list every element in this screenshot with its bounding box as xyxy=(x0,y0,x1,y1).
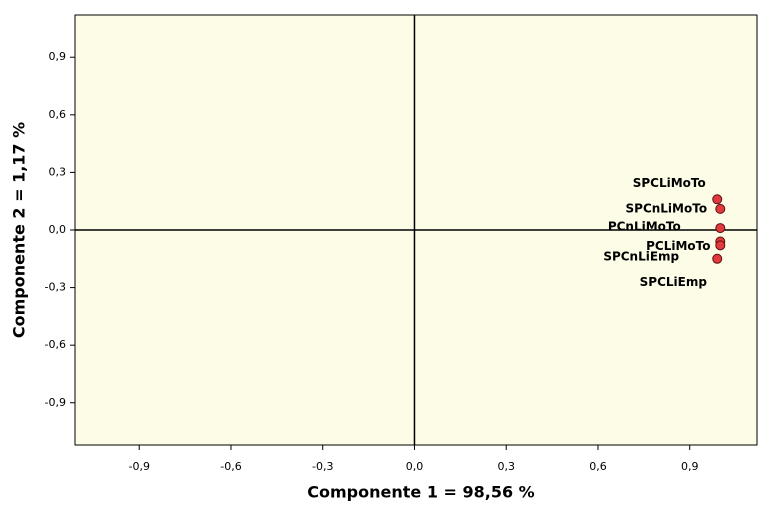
point-label: SPCLiMoTo xyxy=(633,176,706,190)
point-label: PCLiMoTo xyxy=(646,239,710,253)
point xyxy=(712,194,723,205)
point-label: PCnLiMoTo xyxy=(608,220,681,234)
x-tick-label: 0,9 xyxy=(681,460,699,473)
point-label: SPCLiEmp xyxy=(640,275,708,289)
x-tick-label: -0,6 xyxy=(220,460,241,473)
point xyxy=(715,223,726,234)
point xyxy=(712,253,723,264)
point xyxy=(715,240,726,251)
x-tick-label: -0,3 xyxy=(312,460,333,473)
point-label: SPCnLiEmp xyxy=(603,249,679,263)
y-axis-title: Componente 2 = 1,17 % xyxy=(10,122,29,338)
y-tick-label: -0,9 xyxy=(45,396,66,409)
y-tick-label: 0,0 xyxy=(49,223,67,236)
point xyxy=(715,203,726,214)
y-tick-label: -0,3 xyxy=(45,281,66,294)
x-axis-title: Componente 1 = 98,56 % xyxy=(307,483,534,502)
x-tick-label: 0,0 xyxy=(406,460,424,473)
x-tick-label: 0,6 xyxy=(589,460,607,473)
y-tick-label: 0,3 xyxy=(49,165,67,178)
x-tick-label: -0,9 xyxy=(128,460,149,473)
y-tick-label: -0,6 xyxy=(45,338,66,351)
y-tick-label: 0,6 xyxy=(49,108,67,121)
point-label: SPCnLiMoTo xyxy=(626,201,708,215)
x-tick-label: 0,3 xyxy=(497,460,515,473)
y-tick-label: 0,9 xyxy=(49,50,67,63)
